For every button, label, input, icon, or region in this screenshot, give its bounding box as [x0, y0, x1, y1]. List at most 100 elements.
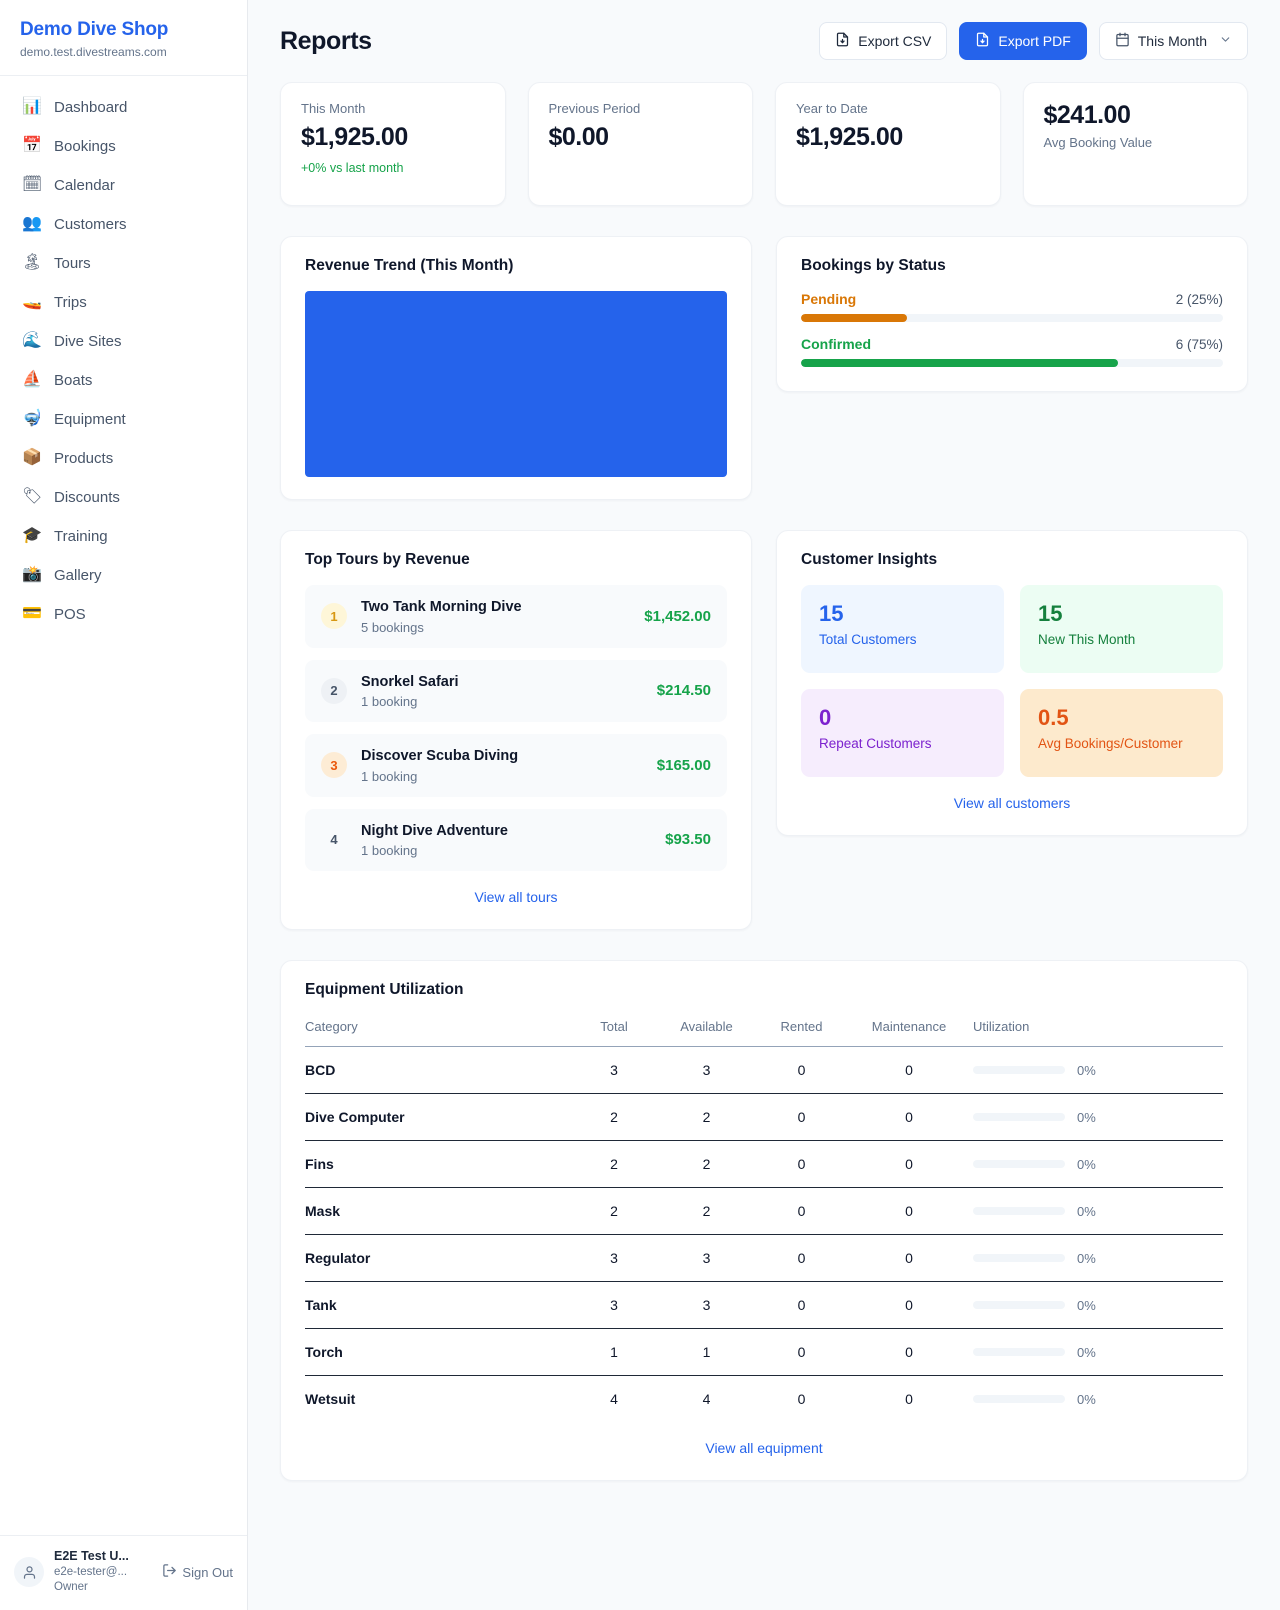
equipment-utilization-cell: 0%: [973, 1094, 1223, 1141]
sidebar-item-bookings[interactable]: 📅 Bookings: [0, 127, 247, 166]
bookings-by-status-panel: Bookings by Status Pending 2 (25%) Confirm…: [776, 236, 1248, 392]
sidebar-item-label: POS: [54, 605, 86, 623]
status-list: Pending 2 (25%) Confirmed 6 (75%): [801, 291, 1223, 367]
equipment-utilization-cell: 0%: [973, 1376, 1223, 1423]
export-pdf-button[interactable]: Export PDF: [959, 22, 1087, 60]
status-row: Pending 2 (25%): [801, 291, 1223, 322]
sidebar-item-discounts[interactable]: 🏷 Discounts: [0, 478, 247, 517]
utilization-progress-track: [973, 1207, 1065, 1216]
equipment-maintenance: 0: [905, 1344, 913, 1361]
package-icon: 📦: [22, 449, 42, 467]
notepad-icon: 🗓: [22, 176, 43, 194]
status-count: 2 (25%): [1175, 292, 1223, 307]
equipment-utilization-cell: 0%: [973, 1329, 1223, 1376]
view-all-tours-link[interactable]: View all tours: [474, 889, 558, 906]
equipment-category: Wetsuit: [305, 1391, 356, 1408]
stat-card: Year to Date $1,925.00: [775, 82, 1001, 206]
revenue-trend-chart[interactable]: [305, 291, 727, 477]
sidebar-item-dashboard[interactable]: 📊 Dashboard: [0, 88, 247, 127]
sidebar-item-label: Gallery: [54, 566, 102, 584]
customer-insight-card: 15 Total Customers: [801, 585, 1004, 673]
equipment-category: Dive Computer: [305, 1109, 405, 1126]
equipment-category: Mask: [305, 1203, 341, 1220]
utilization-progress-track: [973, 1066, 1065, 1075]
brand-domain: demo.test.divestreams.com: [20, 44, 167, 59]
tour-rank-badge: 3: [321, 752, 347, 779]
wave-icon: 🌊: [22, 332, 42, 350]
export-csv-button[interactable]: Export CSV: [819, 22, 948, 60]
sidebar-item-tours[interactable]: 🏝 Tours: [0, 244, 247, 283]
user-meta: E2E Test U... e2e-tester@... Owner: [54, 1548, 152, 1596]
tour-revenue: $214.50: [656, 682, 711, 700]
stat-label: This Month: [301, 101, 366, 116]
period-select[interactable]: This Month: [1098, 22, 1248, 60]
sidebar-item-products[interactable]: 📦 Products: [0, 439, 247, 478]
tour-rank-badge: 1: [321, 603, 347, 630]
equipment-utilization-cell: 0%: [973, 1141, 1223, 1188]
tour-name: Snorkel Safari: [361, 673, 459, 690]
tour-row[interactable]: 4 Night Dive Adventure 1 booking $93.50: [305, 808, 727, 872]
tour-row[interactable]: 2 Snorkel Safari 1 booking $214.50: [305, 659, 727, 723]
top-tours-panel: Top Tours by Revenue 1 Two Tank Morning D…: [280, 530, 752, 931]
customer-insight-card: 15 New This Month: [1020, 585, 1223, 673]
tour-revenue: $93.50: [665, 831, 711, 849]
file-download-icon: [975, 32, 990, 50]
tour-row[interactable]: 3 Discover Scuba Diving 1 booking $165.00: [305, 734, 727, 797]
sidebar-item-pos[interactable]: 💳 POS: [0, 595, 247, 634]
page-header: Reports Export CSV: [280, 22, 1248, 60]
tour-row[interactable]: 1 Two Tank Morning Dive 5 bookings $1,452.0…: [305, 585, 727, 648]
equipment-table-body: BCD 3 3 0 0 0% Dive Computer 2 2 0 0 0% Fins 2 2 0 0 0% Ma…: [305, 1046, 1223, 1423]
equipment-utilization-panel: Equipment Utilization Category Total Avail…: [280, 960, 1248, 1482]
sidebar-item-calendar[interactable]: 🗓 Calendar: [0, 166, 247, 205]
sidebar-item-gallery[interactable]: 📸 Gallery: [0, 556, 247, 595]
equipment-rented: 0: [797, 1250, 806, 1267]
equipment-category: Tank: [305, 1297, 337, 1314]
utilization-percent: 0%: [1077, 1297, 1096, 1313]
equipment-utilization-cell: 0%: [973, 1282, 1223, 1329]
sidebar-item-customers[interactable]: 👥 Customers: [0, 205, 247, 244]
sidebar-item-boats[interactable]: ⛵ Boats: [0, 361, 247, 400]
tour-revenue: $1,452.00: [644, 607, 711, 625]
sidebar-item-label: Dashboard: [54, 98, 128, 116]
bar-chart-icon: 📊: [22, 98, 42, 116]
tour-meta: Snorkel Safari 1 booking: [361, 673, 643, 710]
sign-out-button[interactable]: Sign Out: [162, 1563, 233, 1581]
column-header: Utilization: [973, 1019, 1030, 1035]
speedboat-icon: 🚤: [22, 293, 42, 311]
utilization-progress-track: [973, 1113, 1065, 1122]
sidebar-item-equipment[interactable]: 🤿 Equipment: [0, 400, 247, 439]
equipment-total: 3: [610, 1250, 618, 1267]
equipment-total: 3: [610, 1297, 618, 1314]
status-count: 6 (75%): [1175, 337, 1223, 352]
view-all-equipment-link[interactable]: View all equipment: [705, 1440, 823, 1457]
table-row: Dive Computer 2 2 0 0 0%: [305, 1093, 1223, 1141]
customer-insights-footer: View all customers: [801, 795, 1223, 813]
view-all-customers-link[interactable]: View all customers: [953, 795, 1071, 811]
equipment-maintenance: 0: [905, 1109, 913, 1126]
brand-block[interactable]: Demo Dive Shop demo.test.divestreams.com: [0, 0, 247, 76]
equipment-total: 2: [610, 1203, 618, 1220]
user-profile-block: E2E Test U... e2e-tester@... Owner Sign …: [0, 1535, 247, 1610]
equipment-category: Regulator: [305, 1250, 371, 1267]
status-progress-fill: [801, 359, 1118, 367]
insight-value: 15: [819, 601, 844, 626]
sign-out-label: Sign Out: [182, 1564, 233, 1580]
equipment-maintenance: 0: [905, 1250, 913, 1267]
tour-name: Two Tank Morning Dive: [361, 599, 522, 615]
equipment-maintenance: 0: [905, 1156, 913, 1173]
customer-insights-grid: 15 Total Customers 15 New This Month 0 Repeat…: [801, 585, 1223, 777]
tour-bookings-count: 1 booking: [361, 768, 418, 784]
sidebar-item-trips[interactable]: 🚤 Trips: [0, 283, 247, 322]
sidebar-item-training[interactable]: 🎓 Training: [0, 517, 247, 556]
user-name: E2E Test U...: [54, 1549, 129, 1564]
table-row: BCD 3 3 0 0 0%: [305, 1046, 1223, 1094]
utilization-progress-track: [973, 1160, 1065, 1169]
table-row: Fins 2 2 0 0 0%: [305, 1140, 1223, 1188]
charts-row: Revenue Trend (This Month) Bookings by S…: [280, 236, 1248, 500]
customer-insight-card: 0.5 Avg Bookings/Customer: [1020, 689, 1223, 777]
insight-label: Repeat Customers: [819, 736, 932, 752]
status-progress-fill: [801, 314, 907, 322]
column-header: Total: [600, 1019, 628, 1035]
equipment-maintenance: 0: [905, 1391, 913, 1408]
sidebar-item-dive-sites[interactable]: 🌊 Dive Sites: [0, 322, 247, 361]
